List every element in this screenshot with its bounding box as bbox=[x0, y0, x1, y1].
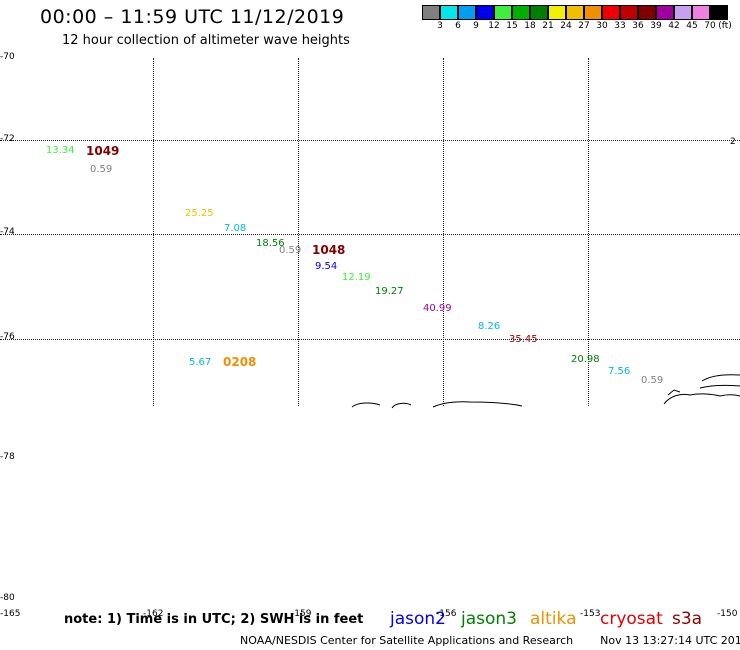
satellite-legend-jason3: jason3 bbox=[461, 609, 517, 629]
page-title: 00:00 – 11:59 UTC 11/12/2019 bbox=[40, 6, 345, 28]
scale-swatch bbox=[548, 5, 566, 20]
lon-label: -156 bbox=[436, 609, 457, 619]
scale-label: (ft) bbox=[718, 21, 732, 31]
wave-height-value: 35.45 bbox=[509, 334, 538, 345]
credit-line: NOAA/NESDIS Center for Satellite Applica… bbox=[240, 634, 740, 647]
lat-label: -72 bbox=[0, 134, 15, 144]
wave-height-value: 18.56 bbox=[256, 238, 285, 249]
wave-height-value: 9.54 bbox=[315, 261, 338, 272]
scale-label: 30 bbox=[596, 21, 608, 31]
grid-line-lat bbox=[0, 339, 740, 340]
grid-line-lon bbox=[153, 58, 154, 406]
scale-swatch bbox=[458, 5, 476, 20]
grid-line-lat bbox=[0, 234, 740, 235]
scale-swatch bbox=[638, 5, 656, 20]
scale-label: 9 bbox=[473, 21, 479, 31]
scale-label: 36 bbox=[632, 21, 644, 31]
satellite-legend-jason2: jason2 bbox=[390, 609, 446, 629]
lat-label: -76 bbox=[0, 332, 15, 342]
scale-swatch bbox=[494, 5, 512, 20]
wave-height-value: 7.56 bbox=[608, 366, 631, 377]
wave-height-value: 20.98 bbox=[571, 354, 600, 365]
credit-timestamp: Nov 13 13:27:14 UTC 2019 bbox=[600, 634, 740, 647]
lat-label: -78 bbox=[0, 452, 15, 462]
scale-label: 3 bbox=[437, 21, 443, 31]
satellite-legend-s3a: s3a bbox=[672, 609, 703, 629]
lat-label: -80 bbox=[0, 593, 15, 603]
scale-label: 24 bbox=[560, 21, 572, 31]
wave-height-value: 40.99 bbox=[423, 303, 452, 314]
scale-swatch bbox=[566, 5, 584, 20]
scale-label: 42 bbox=[668, 21, 680, 31]
scale-swatch bbox=[422, 5, 440, 20]
lon-label: -165 bbox=[0, 609, 21, 619]
scale-swatch bbox=[710, 5, 728, 20]
scale-swatch bbox=[602, 5, 620, 20]
scale-label: 15 bbox=[506, 21, 518, 31]
units-note: note: 1) Time is in UTC; 2) SWH is in fe… bbox=[64, 612, 364, 627]
scale-label: 12 bbox=[488, 21, 500, 31]
wave-height-value: 0.59 bbox=[641, 375, 664, 386]
wave-height-value: 19.27 bbox=[375, 286, 404, 297]
scale-swatch bbox=[512, 5, 530, 20]
scale-label: 39 bbox=[650, 21, 662, 31]
wave-height-value: 5.67 bbox=[189, 357, 212, 368]
scale-swatch bbox=[692, 5, 710, 20]
wave-height-value: 8.26 bbox=[478, 321, 501, 332]
lat-label: -74 bbox=[0, 227, 15, 237]
scale-swatch bbox=[440, 5, 458, 20]
lat-label: -70 bbox=[0, 52, 15, 62]
scale-swatch bbox=[620, 5, 638, 20]
cyclone-pressure-label: 0208 bbox=[223, 355, 257, 369]
edge-mark: 2 bbox=[730, 137, 736, 147]
page-subtitle: 12 hour collection of altimeter wave hei… bbox=[62, 33, 350, 48]
lon-label: -150 bbox=[717, 609, 738, 619]
credit-org: NOAA/NESDIS Center for Satellite Applica… bbox=[240, 634, 574, 647]
wave-height-value: 7.08 bbox=[224, 223, 247, 234]
scale-label: 45 bbox=[686, 21, 698, 31]
scale-swatch bbox=[674, 5, 692, 20]
wave-height-value: 25.25 bbox=[185, 208, 214, 219]
scale-swatch bbox=[476, 5, 494, 20]
satellite-legend-altika: altika bbox=[530, 609, 577, 629]
grid-line-lon bbox=[298, 58, 299, 406]
satellite-legend-cryosat: cryosat bbox=[600, 609, 663, 629]
wave-height-value: 13.34 bbox=[46, 145, 75, 156]
scale-label: 27 bbox=[578, 21, 590, 31]
scale-swatch bbox=[530, 5, 548, 20]
grid-line-lon bbox=[588, 58, 589, 406]
scale-label: 70 bbox=[704, 21, 716, 31]
lon-label: -159 bbox=[291, 609, 312, 619]
wave-height-value: 0.59 bbox=[279, 245, 302, 256]
cyclone-pressure-label: 1048 bbox=[312, 243, 346, 257]
wave-height-value: 0.59 bbox=[90, 164, 113, 175]
scale-label: 21 bbox=[542, 21, 554, 31]
wave-height-value: 12.19 bbox=[342, 272, 371, 283]
scale-label: 6 bbox=[455, 21, 461, 31]
scale-swatch bbox=[584, 5, 602, 20]
lon-label: -162 bbox=[143, 609, 164, 619]
cyclone-pressure-label: 1049 bbox=[86, 144, 120, 158]
lon-label: -153 bbox=[580, 609, 601, 619]
scale-label: 18 bbox=[524, 21, 536, 31]
grid-line-lat bbox=[0, 140, 740, 141]
scale-label: 33 bbox=[614, 21, 626, 31]
grid-line-lon bbox=[443, 58, 444, 406]
scale-swatch bbox=[656, 5, 674, 20]
